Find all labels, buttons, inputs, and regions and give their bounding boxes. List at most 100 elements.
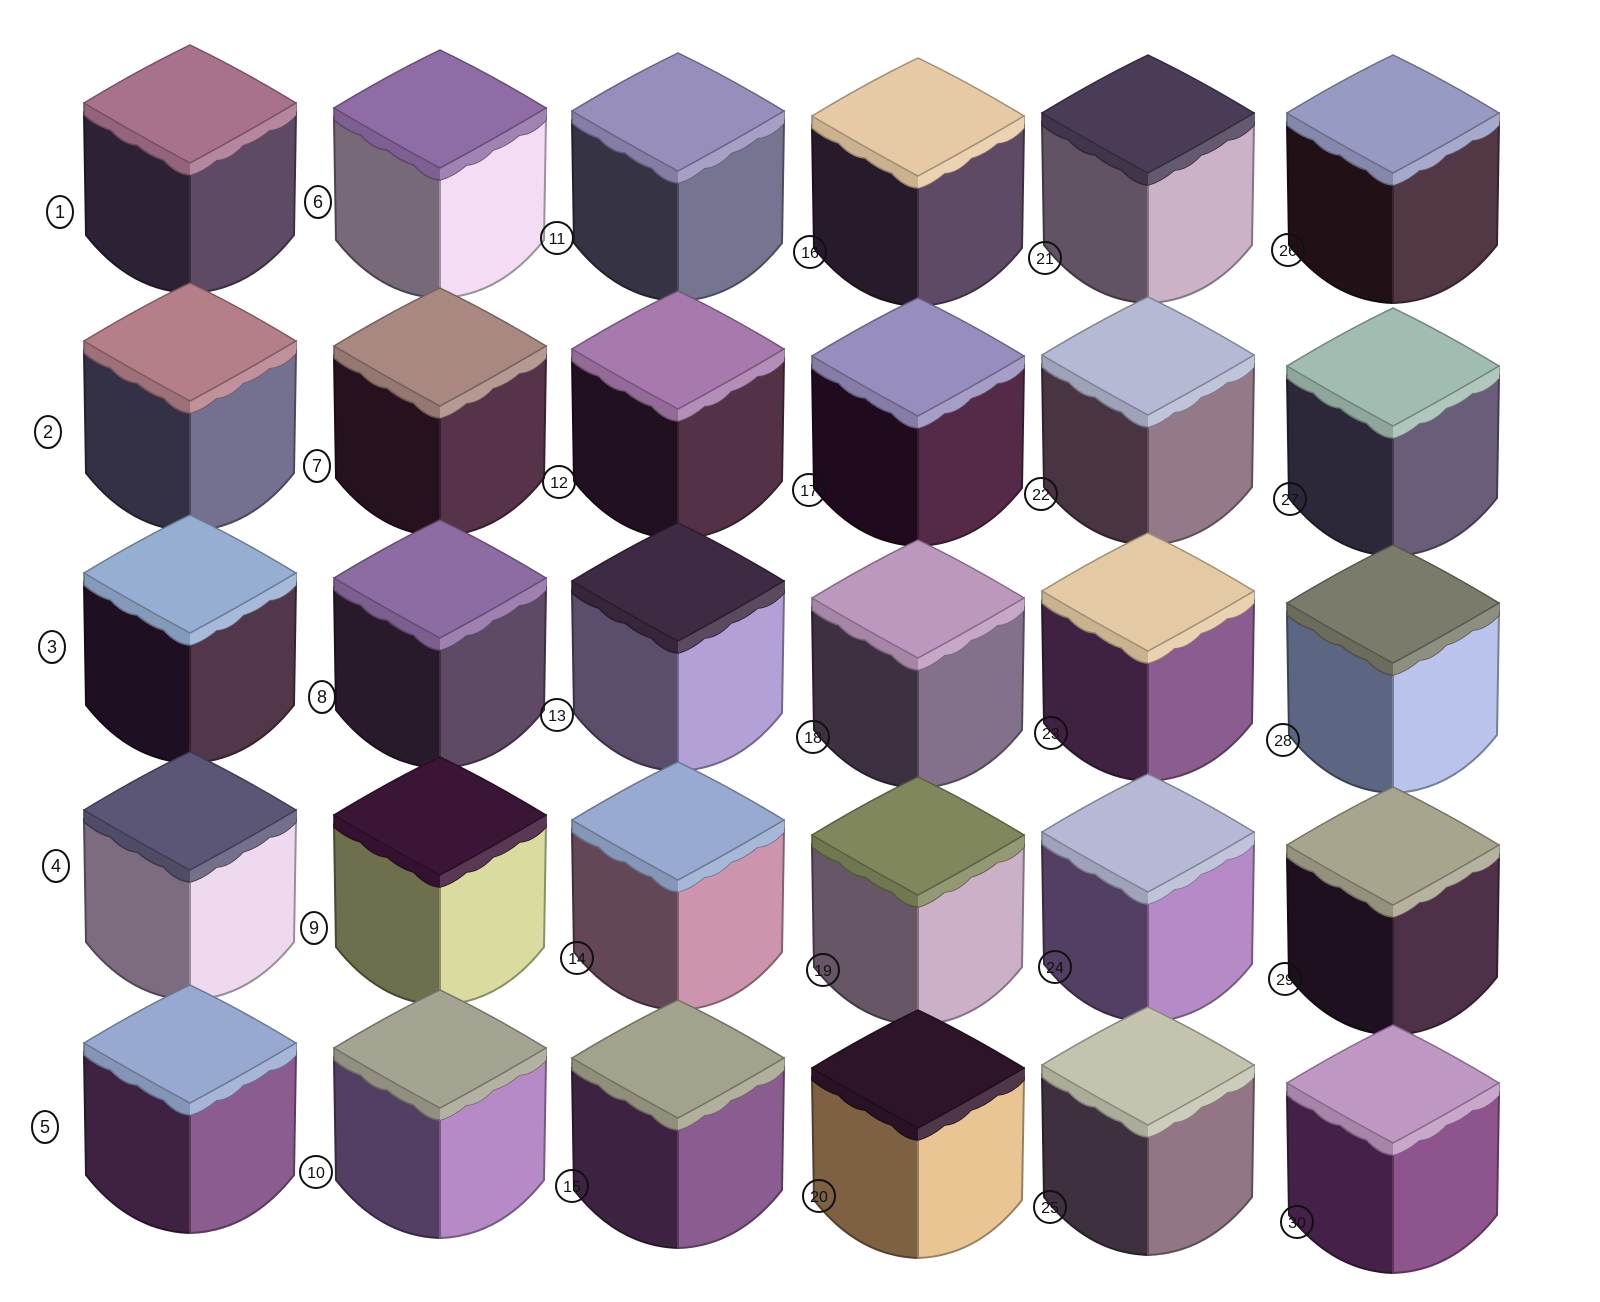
- label-number: 19: [814, 963, 832, 980]
- label-number: 8: [317, 687, 327, 707]
- label-circle: [1268, 962, 1302, 996]
- label-circle: [792, 473, 826, 507]
- cube-30: 30: [1280, 1024, 1501, 1275]
- cube-top-face: [1285, 307, 1501, 427]
- cube-15: 15: [555, 999, 786, 1250]
- cube-top-lip-highlight: [1148, 355, 1254, 427]
- label-number: 2: [43, 422, 53, 442]
- label-number: 7: [312, 456, 322, 476]
- cube-number-label: 3: [38, 630, 66, 664]
- cube-top-lip-highlight: [1148, 1065, 1254, 1137]
- cube-number-label: 7: [303, 449, 331, 483]
- cube-top-lip-highlight: [440, 108, 546, 180]
- cube-20: 20: [802, 1009, 1026, 1260]
- cube-top-face: [570, 290, 786, 410]
- label-circle: [38, 630, 66, 664]
- label-circle: [540, 698, 574, 732]
- cube-top-lip-highlight: [1393, 1083, 1499, 1155]
- cube-1: 1: [46, 44, 298, 295]
- cube-top-face: [332, 519, 548, 639]
- label-circle: [300, 911, 328, 945]
- cube-top-face: [82, 282, 298, 402]
- cube-top-lip-highlight: [190, 103, 296, 175]
- cube-right-face: [439, 1056, 548, 1240]
- label-circle: [46, 195, 74, 229]
- cube-top-lip-highlight: [1393, 366, 1499, 438]
- cube-top-face: [1040, 54, 1256, 174]
- cube-number-label: 6: [304, 185, 332, 219]
- cube-22: 22: [1024, 296, 1256, 547]
- cube-top-lip-highlight: [190, 573, 296, 645]
- cube-number-label: 2: [34, 415, 62, 449]
- cube-21: 21: [1028, 54, 1256, 305]
- cube-top-face: [1040, 773, 1256, 893]
- cube-number-label: 9: [300, 911, 328, 945]
- label-number: 30: [1288, 1215, 1306, 1232]
- cube-number-label: 15: [555, 1169, 589, 1203]
- label-number: 5: [40, 1117, 50, 1137]
- cube-10: 10: [299, 989, 548, 1240]
- label-circle: [1034, 716, 1068, 750]
- label-number: 24: [1046, 960, 1064, 977]
- label-circle: [1271, 233, 1305, 267]
- cube-top-face: [810, 539, 1026, 659]
- label-circle: [1033, 1190, 1067, 1224]
- cube-top-face: [82, 44, 298, 164]
- label-circle: [560, 941, 594, 975]
- cube-top-lip-highlight: [918, 356, 1024, 428]
- cube-top-lip-highlight: [918, 1068, 1024, 1140]
- cube-top-face: [82, 514, 298, 634]
- label-circle: [793, 235, 827, 269]
- label-number: 10: [307, 1165, 325, 1182]
- cube-top-lip-highlight: [440, 815, 546, 887]
- cube-7: 7: [303, 287, 548, 538]
- cube-top-lip-highlight: [1393, 845, 1499, 917]
- cube-top-lip-highlight: [918, 116, 1024, 188]
- cube-top-lip-highlight: [1148, 591, 1254, 663]
- label-circle: [796, 720, 830, 754]
- cube-number-label: 27: [1273, 482, 1307, 516]
- label-number: 18: [804, 730, 822, 747]
- cube-top-lip-highlight: [440, 578, 546, 650]
- cube-number-label: 14: [560, 941, 594, 975]
- label-number: 3: [47, 637, 57, 657]
- cube-number-label: 18: [796, 720, 830, 754]
- cube-3: 3: [38, 514, 298, 765]
- label-circle: [540, 221, 574, 255]
- label-number: 25: [1041, 1200, 1059, 1217]
- cube-right-face: [1392, 121, 1501, 305]
- cube-top-lip-highlight: [678, 581, 784, 653]
- cube-number-label: 19: [806, 953, 840, 987]
- cube-number-label: 26: [1271, 233, 1305, 267]
- cube-number-label: 1: [46, 195, 74, 229]
- cube-top-lip-highlight: [678, 349, 784, 421]
- cube-4: 4: [42, 751, 298, 1002]
- cube-top-lip-highlight: [1148, 113, 1254, 185]
- cube-top-face: [332, 756, 548, 876]
- cube-24: 24: [1038, 773, 1256, 1024]
- cube-top-lip-highlight: [678, 111, 784, 183]
- label-number: 4: [51, 856, 61, 876]
- cube-top-face: [1040, 1006, 1256, 1126]
- label-number: 28: [1274, 733, 1292, 750]
- cube-top-lip-highlight: [440, 1048, 546, 1120]
- label-circle: [802, 1179, 836, 1213]
- cube-top-face: [332, 49, 548, 169]
- cube-number-label: 23: [1034, 716, 1068, 750]
- label-number: 27: [1281, 492, 1299, 509]
- cube-number-label: 5: [31, 1110, 59, 1144]
- cube-top-face: [82, 751, 298, 871]
- cube-number-label: 13: [540, 698, 574, 732]
- cube-right-face: [1147, 1073, 1256, 1257]
- cube-number-label: 29: [1268, 962, 1302, 996]
- cube-number-label: 8: [308, 680, 336, 714]
- cube-14: 14: [560, 761, 786, 1012]
- label-number: 16: [801, 245, 819, 262]
- label-number: 14: [568, 951, 586, 968]
- cube-top-face: [1285, 544, 1501, 664]
- cube-top-face: [1040, 532, 1256, 652]
- cube-top-face: [82, 984, 298, 1104]
- cube-number-label: 12: [542, 465, 576, 499]
